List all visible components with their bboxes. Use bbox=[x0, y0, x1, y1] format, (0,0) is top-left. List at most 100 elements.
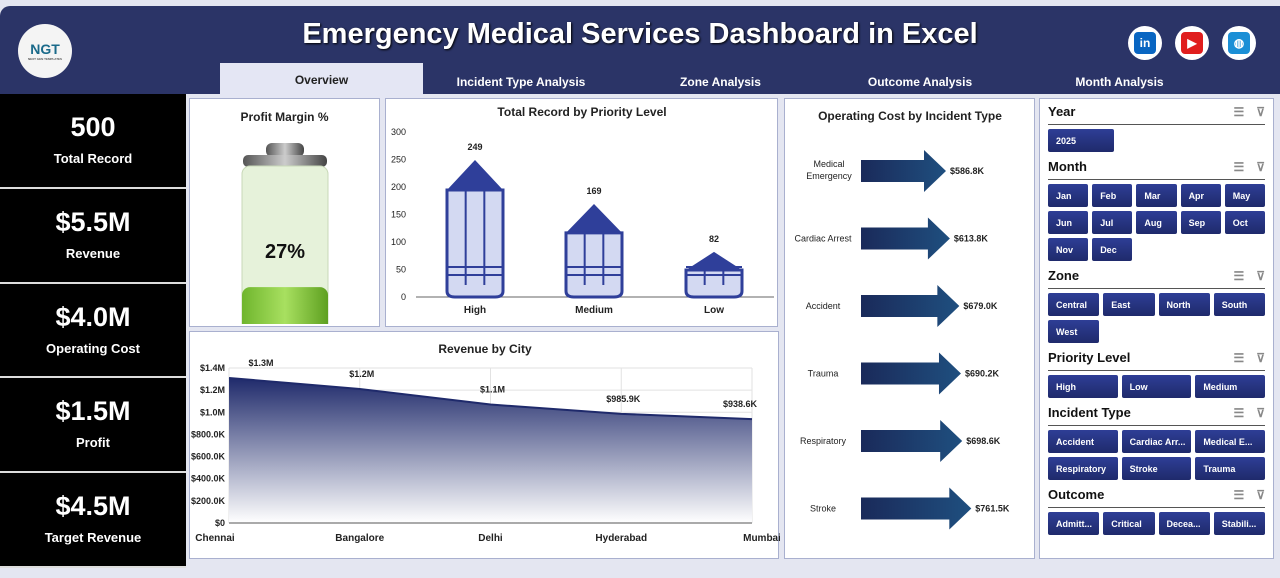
data-label: $1.3M bbox=[248, 358, 273, 368]
slicer-item[interactable]: Medium bbox=[1195, 375, 1265, 398]
kpi-value: $1.5M bbox=[55, 396, 131, 427]
logo-text: NGT bbox=[30, 41, 60, 57]
slicer-item[interactable]: Trauma bbox=[1195, 457, 1265, 480]
x-tick-label: Bangalore bbox=[335, 533, 384, 544]
slicer-controls: ☰⊽ bbox=[1233, 488, 1265, 502]
tab-incident-type-analysis[interactable]: Incident Type Analysis bbox=[456, 75, 586, 89]
youtube-button[interactable]: ▶ bbox=[1175, 26, 1209, 60]
clear-filter-icon[interactable]: ⊽ bbox=[1256, 159, 1265, 174]
data-label: $613.8K bbox=[954, 234, 989, 244]
slicer-panel: Year ☰⊽ 2025 Month ☰⊽ Jan Feb Mar Apr May Jun Jul Au… bbox=[1039, 98, 1274, 559]
arrow-bar-trauma bbox=[861, 352, 961, 395]
slicer-incident-type: Accident Cardiac Arr... Medical E... Respir… bbox=[1048, 426, 1265, 482]
slicer-item[interactable]: Central bbox=[1048, 293, 1100, 316]
slicer-item[interactable]: Feb bbox=[1092, 184, 1133, 207]
data-label: 169 bbox=[586, 186, 601, 196]
slicer-item[interactable]: Sep bbox=[1180, 211, 1221, 234]
clear-filter-icon[interactable]: ⊽ bbox=[1256, 268, 1265, 283]
slicer-item[interactable]: Dec bbox=[1092, 238, 1133, 261]
slicer-item[interactable]: High bbox=[1048, 375, 1118, 398]
bar-medium bbox=[564, 204, 624, 299]
multi-select-icon[interactable]: ☰ bbox=[1233, 104, 1257, 119]
slicer-item[interactable]: Low bbox=[1121, 375, 1192, 398]
multi-select-icon[interactable]: ☰ bbox=[1233, 350, 1257, 365]
clear-filter-icon[interactable]: ⊽ bbox=[1256, 104, 1265, 119]
y-tick-label: 0 bbox=[401, 292, 406, 302]
slicer-item[interactable]: May bbox=[1224, 184, 1265, 207]
header: NGT NEXT GEN TEMPLATES Emergency Medical … bbox=[0, 6, 1280, 100]
y-tick-label: $1.4M bbox=[200, 363, 225, 373]
opcost-chart: Operating Cost by Incident Type $586.8K Me… bbox=[784, 98, 1035, 559]
chart-title: Total Record by Priority Level bbox=[497, 105, 666, 119]
slicer-item[interactable]: Stroke bbox=[1121, 457, 1192, 480]
profit-margin-value: 27% bbox=[265, 241, 305, 263]
slicer-item[interactable]: Apr bbox=[1180, 184, 1221, 207]
clear-filter-icon[interactable]: ⊽ bbox=[1256, 350, 1265, 365]
slicer-item[interactable]: 2025 bbox=[1048, 129, 1114, 152]
tab-overview[interactable]: Overview bbox=[220, 63, 423, 100]
slicer-item[interactable]: Nov bbox=[1048, 238, 1089, 261]
slicer-controls: ☰⊽ bbox=[1233, 406, 1265, 420]
multi-select-icon[interactable]: ☰ bbox=[1233, 405, 1257, 420]
youtube-icon: ▶ bbox=[1181, 32, 1203, 54]
clear-filter-icon[interactable]: ⊽ bbox=[1256, 487, 1265, 502]
linkedin-icon: in bbox=[1134, 32, 1156, 54]
x-tick-label: Delhi bbox=[478, 533, 503, 544]
slicer-item[interactable]: Jan bbox=[1048, 184, 1089, 207]
tab-outcome-analysis[interactable]: Outcome Analysis bbox=[867, 75, 973, 89]
slicer-item[interactable]: Respiratory bbox=[1048, 457, 1118, 480]
y-tick-label: $1.2M bbox=[200, 385, 225, 395]
slicer-item[interactable]: Cardiac Arr... bbox=[1121, 430, 1192, 453]
slicer-title: Incident Type bbox=[1048, 405, 1131, 420]
y-tick-label: 150 bbox=[391, 210, 406, 220]
slicer-item[interactable]: Oct bbox=[1224, 211, 1265, 234]
slicer-item[interactable]: Medical E... bbox=[1195, 430, 1265, 453]
linkedin-button[interactable]: in bbox=[1128, 26, 1162, 60]
clear-filter-icon[interactable]: ⊽ bbox=[1256, 405, 1265, 420]
arrow-bar-respiratory bbox=[861, 420, 963, 462]
x-tick-label: Medium bbox=[575, 305, 613, 316]
y-tick-label: 100 bbox=[391, 237, 406, 247]
slicer-month: Jan Feb Mar Apr May Jun Jul Aug Sep Oct Nov Dec bbox=[1048, 180, 1265, 263]
revenue-city-chart: Revenue by City $0 $200.0K $400.0K $600.0K $8… bbox=[189, 331, 781, 559]
kpi-label: Operating Cost bbox=[46, 340, 140, 356]
x-tick-label: Mumbai bbox=[743, 533, 780, 544]
data-label: $1.2M bbox=[349, 369, 374, 379]
kpi-value: $4.0M bbox=[55, 301, 131, 332]
multi-select-icon[interactable]: ☰ bbox=[1233, 268, 1257, 283]
slicer-header-priority-level: Priority Level ☰⊽ bbox=[1048, 345, 1265, 371]
tab-month-analysis[interactable]: Month Analysis bbox=[1075, 75, 1164, 89]
tab-zone-analysis[interactable]: Zone Analysis bbox=[680, 75, 761, 89]
data-label: $938.6K bbox=[723, 399, 758, 409]
y-tick-label: Medical bbox=[813, 159, 844, 169]
y-tick-label: 250 bbox=[391, 155, 406, 165]
kpi-card-operating-cost: $4.0M Operating Cost bbox=[0, 284, 186, 379]
slicer-item[interactable]: South bbox=[1213, 293, 1265, 316]
slicer-item[interactable]: East bbox=[1103, 293, 1155, 316]
y-tick-label: Emergency bbox=[806, 171, 852, 181]
globe-button[interactable]: ◍ bbox=[1222, 26, 1256, 60]
slicer-item[interactable]: Jul bbox=[1092, 211, 1133, 234]
slicer-title: Month bbox=[1048, 159, 1087, 174]
slicer-year: 2025 bbox=[1048, 125, 1265, 154]
slicer-controls: ☰⊽ bbox=[1233, 351, 1265, 365]
slicer-outcome: Admitt... Critical Decea... Stabili... bbox=[1048, 508, 1265, 537]
slicer-item[interactable]: Critical bbox=[1103, 512, 1155, 535]
multi-select-icon[interactable]: ☰ bbox=[1233, 487, 1257, 502]
kpi-card-profit: $1.5M Profit bbox=[0, 378, 186, 474]
x-tick-label: Chennai bbox=[195, 533, 235, 544]
slicer-item[interactable]: Mar bbox=[1136, 184, 1177, 207]
slicer-item[interactable]: West bbox=[1048, 320, 1100, 343]
battery-fill bbox=[242, 287, 328, 332]
slicer-item[interactable]: Aug bbox=[1136, 211, 1177, 234]
slicer-item[interactable]: North bbox=[1158, 293, 1210, 316]
slicer-item[interactable]: Accident bbox=[1048, 430, 1118, 453]
data-label: $586.8K bbox=[950, 166, 985, 176]
multi-select-icon[interactable]: ☰ bbox=[1233, 159, 1257, 174]
slicer-item[interactable]: Jun bbox=[1048, 211, 1089, 234]
y-tick-label: Cardiac Arrest bbox=[794, 234, 852, 244]
slicer-item[interactable]: Stabili... bbox=[1213, 512, 1265, 535]
slicer-item[interactable]: Decea... bbox=[1158, 512, 1210, 535]
slicer-item[interactable]: Admitt... bbox=[1048, 512, 1100, 535]
arrow-bar-stroke bbox=[861, 487, 972, 530]
